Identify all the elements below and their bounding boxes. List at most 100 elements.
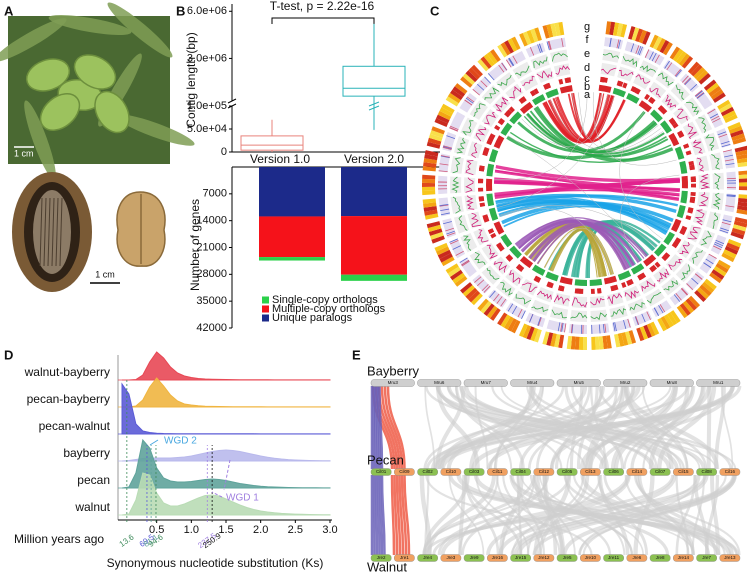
heatmap-cell [436,114,450,124]
density-stripe [571,324,574,334]
heatmap-cell [526,30,535,44]
chromosome-label: Cil11 [492,469,502,474]
heatmap-cell [428,228,443,236]
y-tick-label: 7000 [203,188,227,200]
density-stripe [717,131,727,136]
link-ribbon [573,221,655,278]
track-bg [505,83,524,102]
block [533,275,540,282]
repeat-line [687,226,701,240]
link-ribbon [556,96,626,143]
chromosome-label: Cil01 [376,469,387,474]
density-track [644,49,665,66]
density-stripe [694,89,703,97]
density-stripe [449,127,458,132]
heatmap-cell [669,46,681,60]
heatmap-cell [550,333,557,347]
synteny-highlight [376,474,381,556]
repeat-line [484,111,497,125]
synteny-link [710,474,721,556]
track-bg [638,60,659,78]
density-stripe [714,241,724,247]
synteny-link [578,474,701,556]
chromosome [509,111,522,125]
track-bg [464,159,478,175]
chromosome [488,207,499,221]
track-bg [600,62,617,77]
gc-line [500,282,513,296]
chromosome [574,279,587,286]
block [621,281,627,288]
chromosome-label: Cil02 [422,469,433,474]
block [622,82,628,89]
heatmap-cell [462,73,476,85]
heatmap-cell [660,316,671,330]
track-bg [467,141,483,159]
track-bg [710,192,724,211]
heatmap-cell [682,300,695,314]
chromosome-bar [696,554,717,562]
track-label: b [584,81,590,93]
heatmap-cell [675,51,687,64]
heatmap-cell [657,317,667,332]
chromosome [676,204,686,219]
heatmap-cell [454,275,468,287]
heatmap-cell [468,67,481,80]
heatmap-cell [727,238,742,248]
track-bg [590,295,606,308]
track-bg [512,61,532,80]
annotation-arrow [211,459,231,498]
chromosome-bar [370,468,392,476]
chromosome [559,85,573,94]
heatmap-cell [612,22,620,36]
density-track [438,153,451,173]
density-stripe [512,55,518,64]
heatmap-cell [534,27,542,41]
heatmap-cell [422,166,436,172]
gc-line [646,292,662,304]
track-bg [705,211,721,231]
track-bg [550,49,569,64]
heatmap-cell [738,194,747,199]
link-ribbon [496,199,668,235]
heatmap-cell [423,162,437,168]
gc-line [484,87,500,101]
chromosome-label: Cil09 [399,469,410,474]
density-stripe [718,133,728,138]
box [342,65,406,97]
density-ridge [122,351,331,381]
block [677,132,685,138]
synteny-link [424,385,436,470]
link-minor [494,91,588,180]
track-bg [673,106,691,125]
heatmap-cell [659,40,670,54]
heatmap-cell [670,310,681,324]
chromosome-label: Jre12 [538,555,550,560]
heatmap-cell [439,107,453,117]
heatmap-cell [427,137,442,146]
density-stripe [686,283,694,291]
heatmap-cell [738,170,747,176]
annotation-arrow [149,439,159,446]
synteny-highlight [378,474,384,556]
synteny-highlight [378,385,384,470]
heatmap-cell [578,336,584,350]
density-stripe [455,250,464,256]
heatmap-cell [605,21,612,35]
heatmap-cell [715,262,729,274]
repeat-line [590,297,605,306]
heatmap-cell [530,28,539,43]
link-minor [620,174,680,262]
block [508,106,515,113]
heatmap-cell [738,182,747,187]
block [644,93,651,101]
leaf [24,100,56,180]
link-ribbon [514,217,645,259]
heatmap-cell [511,319,521,334]
heatmap-cell [704,278,717,290]
scale-label: 1 cm [14,148,34,158]
density-stripe [722,219,732,223]
panel-label: E [352,347,361,362]
heatmap-cell [452,86,466,98]
